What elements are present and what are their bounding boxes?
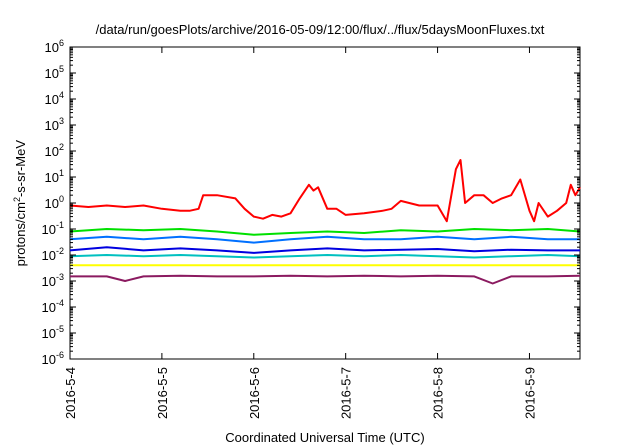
y-axis: 10-6 10-5 10-4 10-3 10-2 10-1 100 101 102 103 104 1… <box>42 38 580 367</box>
y-tick-label: 10-6 <box>42 350 64 367</box>
y-tick-label: 10-5 <box>42 324 64 341</box>
series-line-4 <box>69 246 580 254</box>
chart-title: /data/run/goesPlots/archive/2016-05-09/1… <box>95 22 545 37</box>
series-line-3 <box>69 235 580 244</box>
y-axis-label: protons/cm2-s-sr-MeV <box>12 113 28 293</box>
y-tick-label: 10-1 <box>42 220 64 237</box>
series-line-1 <box>69 159 581 223</box>
x-axis: 2016-5-4 2016-5-5 2016-5-6 2016-5-7 2016-5-8… <box>63 47 537 419</box>
x-axis-label: Coordinated Universal Time (UTC) <box>225 430 425 445</box>
y-axis-label-pre: protons/cm <box>13 202 29 267</box>
series-line-2 <box>69 228 581 236</box>
y-tick-label: 106 <box>45 38 64 55</box>
y-tick-label: 105 <box>45 64 64 81</box>
x-tick-label: 2016-5-7 <box>339 367 354 419</box>
x-tick-label: 2016-5-4 <box>63 367 78 419</box>
y-tick-label: 103 <box>45 116 64 133</box>
x-tick-label: 2016-5-5 <box>155 367 170 419</box>
series-line-5 <box>69 254 581 259</box>
y-tick-label: 10-4 <box>42 298 64 315</box>
series-layer <box>69 159 581 285</box>
x-tick-label: 2016-5-6 <box>247 367 262 419</box>
y-tick-label: 10-2 <box>42 246 64 263</box>
y-tick-label: 102 <box>45 142 64 159</box>
x-tick-label: 2016-5-9 <box>522 367 537 419</box>
series-line-7 <box>70 274 581 285</box>
y-axis-label-sup: 2 <box>11 197 22 203</box>
y-tick-label: 10-3 <box>42 272 64 289</box>
x-tick-label: 2016-5-8 <box>431 367 446 419</box>
y-tick-label: 101 <box>45 168 64 185</box>
y-axis-label-post: -s-sr-MeV <box>13 139 29 198</box>
y-tick-label: 104 <box>45 90 64 107</box>
y-tick-label: 100 <box>45 194 64 211</box>
